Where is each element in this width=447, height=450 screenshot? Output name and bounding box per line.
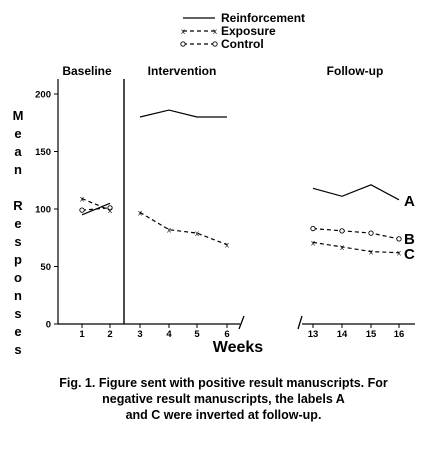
legend-marker-exposure-right: x — [213, 27, 217, 36]
data-point-exposure: x — [340, 243, 344, 252]
series-end-label-b: B — [404, 231, 415, 248]
series-end-label-a: A — [404, 193, 415, 210]
data-point-control — [368, 230, 374, 236]
y-axis-title-letter: s — [14, 306, 21, 321]
y-tick-label: 200 — [35, 90, 51, 101]
x-tick-label: 3 — [137, 329, 142, 340]
y-ticks: 0 50 100 150 200 — [35, 90, 58, 331]
series-control — [79, 205, 402, 242]
x-ticks: 1 2 3 4 5 6 13 14 15 16 — [79, 324, 404, 340]
x-tick-label: 16 — [394, 329, 405, 340]
series-end-label-c: C — [404, 246, 415, 263]
series-line-exposure — [81, 198, 111, 211]
legend-marker-exposure-left: x — [181, 27, 185, 36]
y-tick-label: 0 — [46, 320, 51, 331]
caption-line-3: and C were inverted at follow-up. — [125, 408, 322, 422]
y-axis-title-letter: a — [14, 144, 22, 159]
x-tick-label: 13 — [308, 329, 319, 340]
y-axis-title-letter: s — [14, 234, 21, 249]
legend-marker-control-left — [180, 41, 186, 47]
data-point-exposure: x — [138, 208, 142, 217]
x-tick-label: 6 — [224, 329, 229, 340]
legend-label-reinforcement: Reinforcement — [221, 11, 305, 25]
data-point-exposure: x — [80, 195, 84, 204]
legend-label-control: Control — [221, 37, 264, 51]
figure-caption: Fig. 1. Figure sent with positive result… — [0, 375, 447, 423]
y-axis-title-letter: s — [14, 342, 21, 357]
data-point-exposure: x — [311, 238, 315, 247]
x-tick-label: 5 — [194, 329, 200, 340]
legend: Reinforcement x x Exposure Control — [180, 11, 305, 51]
legend-marker-control-right — [212, 41, 218, 47]
phase-label-follow-up: Follow-up — [327, 64, 384, 78]
y-axis-title-letter: n — [14, 288, 22, 303]
data-point-exposure: x — [225, 241, 229, 250]
y-axis-title-letter: p — [14, 252, 22, 267]
y-axis-title-letter: e — [14, 324, 21, 339]
phase-label-intervention: Intervention — [148, 64, 217, 78]
series-reinforcement — [81, 109, 400, 216]
y-axis-title-letter: o — [14, 270, 22, 285]
series-layer: x x x x x x x x x x — [79, 109, 402, 258]
legend-label-exposure: Exposure — [221, 24, 276, 38]
data-point-control — [339, 228, 345, 234]
x-tick-label: 14 — [337, 329, 348, 340]
y-tick-label: 50 — [40, 262, 51, 273]
y-tick-label: 150 — [35, 147, 51, 158]
x-tick-label: 1 — [79, 329, 85, 340]
data-point-control — [396, 236, 402, 242]
data-point-exposure: x — [369, 248, 373, 257]
data-point-exposure: x — [397, 249, 401, 258]
axis-break-right — [297, 315, 303, 330]
series-line-reinforcement — [139, 109, 227, 118]
x-tick-label: 4 — [166, 329, 172, 340]
series-line-reinforcement — [312, 184, 400, 201]
caption-line-2: negative result manuscripts, the labels … — [102, 392, 345, 406]
y-axis-title-letter: e — [14, 126, 21, 141]
y-axis-title-letter: M — [13, 108, 24, 123]
caption-line-1: Fig. 1. Figure sent with positive result… — [59, 376, 388, 390]
x-axis-title: Weeks — [213, 339, 264, 356]
data-point-exposure: x — [108, 206, 112, 215]
data-point-exposure: x — [167, 226, 171, 235]
y-axis-title-letter: R — [13, 198, 23, 213]
series-line-exposure — [312, 241, 400, 254]
axis-break-left — [238, 315, 245, 330]
series-line-exposure — [139, 211, 228, 246]
x-tick-label: 15 — [366, 329, 377, 340]
y-axis-title-letter: e — [14, 216, 21, 231]
y-tick-label: 100 — [35, 205, 51, 216]
axes — [57, 79, 415, 330]
data-point-exposure: x — [195, 229, 199, 238]
y-axis-title-letter: n — [14, 162, 22, 177]
series-exposure: x x x x x x x x x x — [80, 195, 401, 258]
phase-label-baseline: Baseline — [62, 64, 112, 78]
data-point-control — [79, 207, 85, 213]
series-line-control — [312, 228, 400, 240]
data-point-control — [310, 225, 316, 232]
x-tick-label: 2 — [107, 329, 112, 340]
chart: Reinforcement x x Exposure Control Basel… — [13, 11, 415, 357]
series-line-control — [81, 207, 111, 211]
